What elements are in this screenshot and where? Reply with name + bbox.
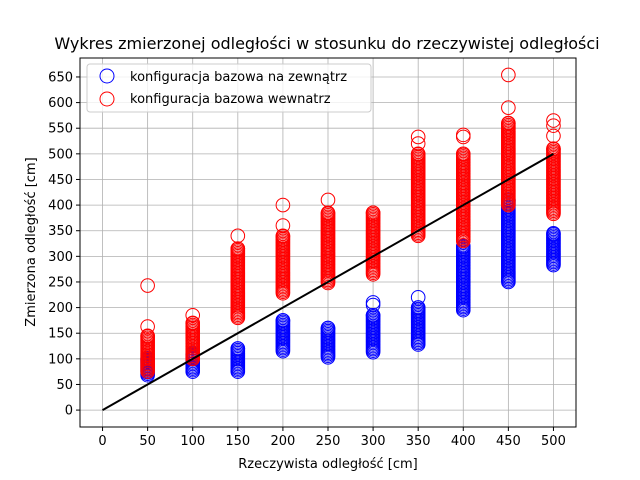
- chart-title: Wykres zmierzonej odległości w stosunku …: [54, 34, 599, 53]
- x-tick-label: 350: [406, 434, 431, 449]
- x-tick-label: 450: [496, 434, 521, 449]
- data-point-outdoor: [320, 320, 336, 336]
- data-point-indoor: [501, 67, 516, 83]
- x-tick-label: 100: [180, 434, 205, 449]
- data-point-indoor: [275, 218, 291, 233]
- data-point-indoor: [410, 146, 426, 162]
- data-point-indoor: [546, 128, 561, 144]
- x-tick-label: 0: [98, 434, 106, 449]
- legend-marker-indoor: [99, 91, 115, 107]
- data-point-indoor: [546, 113, 561, 128]
- reference-line: [102, 152, 554, 411]
- legend-label-indoor: konfiguracja bazowa wewnatrz: [130, 92, 331, 107]
- data-point-indoor: [546, 141, 561, 157]
- y-tick-label: 500: [48, 147, 73, 162]
- y-tick-label: 300: [48, 250, 73, 265]
- x-tick-label: 200: [270, 434, 295, 449]
- y-tick-label: 650: [48, 70, 73, 85]
- data-point-indoor: [230, 241, 246, 256]
- data-point-indoor: [501, 115, 516, 131]
- x-axis-ticks: 0 50 100 150 200 250 300 350 400 450 500: [98, 427, 566, 449]
- x-tick-label: 50: [139, 434, 156, 449]
- data-point-outdoor: [546, 225, 561, 241]
- data-points: [140, 67, 561, 383]
- legend: konfiguracja bazowa na zewnątrz konfigur…: [86, 63, 372, 113]
- x-tick-label: 400: [451, 434, 476, 449]
- y-tick-label: 350: [48, 224, 73, 239]
- data-point-indoor: [140, 328, 155, 344]
- data-point-outdoor: [230, 341, 246, 356]
- y-axis-ticks: 0 50 100 150 200 250 300 350 400 450 500 550 600 650: [48, 70, 80, 419]
- data-point-indoor: [140, 278, 155, 293]
- data-point-indoor: [455, 146, 471, 162]
- data-point-outdoor: [365, 295, 381, 310]
- y-tick-label: 450: [48, 173, 73, 188]
- data-point-outdoor: [365, 307, 381, 323]
- x-tick-label: 500: [541, 434, 566, 449]
- data-point-indoor: [185, 307, 201, 323]
- y-tick-label: 50: [56, 378, 73, 393]
- legend-label-outdoor: konfiguracja bazowa na zewnątrz: [130, 70, 347, 85]
- x-tick-label: 300: [361, 434, 386, 449]
- x-tick-label: 250: [316, 434, 341, 449]
- y-tick-label: 0: [65, 404, 73, 419]
- x-tick-label: 150: [225, 434, 250, 449]
- data-point-indoor: [501, 100, 516, 116]
- data-point-indoor: [546, 118, 561, 133]
- data-point-indoor: [320, 205, 336, 221]
- data-point-indoor: [410, 129, 426, 145]
- y-tick-label: 600: [48, 96, 73, 111]
- data-point-indoor: [275, 228, 291, 244]
- data-point-indoor: [275, 197, 291, 213]
- y-axis-label: Zmierzona odległość [cm]: [24, 157, 39, 326]
- y-tick-label: 550: [48, 122, 73, 137]
- data-point-indoor: [410, 136, 426, 151]
- y-tick-label: 200: [48, 301, 73, 316]
- data-point-indoor: [140, 319, 155, 334]
- data-point-outdoor: [410, 300, 426, 315]
- y-tick-label: 150: [48, 327, 73, 342]
- data-point-indoor: [230, 228, 246, 244]
- legend-box: [86, 63, 372, 113]
- y-tick-label: 100: [48, 352, 73, 367]
- data-point-outdoor: [410, 290, 426, 305]
- data-point-indoor: [365, 205, 381, 221]
- legend-marker-outdoor: [99, 68, 115, 84]
- x-axis-label: Rzeczywista odległość [cm]: [238, 457, 417, 472]
- data-point-indoor: [185, 315, 201, 331]
- data-point-indoor: [320, 192, 336, 208]
- y-tick-label: 250: [48, 275, 73, 290]
- data-point-outdoor: [455, 238, 471, 254]
- y-tick-label: 400: [48, 199, 73, 214]
- data-point-outdoor: [275, 313, 291, 328]
- data-point-indoor: [455, 127, 471, 143]
